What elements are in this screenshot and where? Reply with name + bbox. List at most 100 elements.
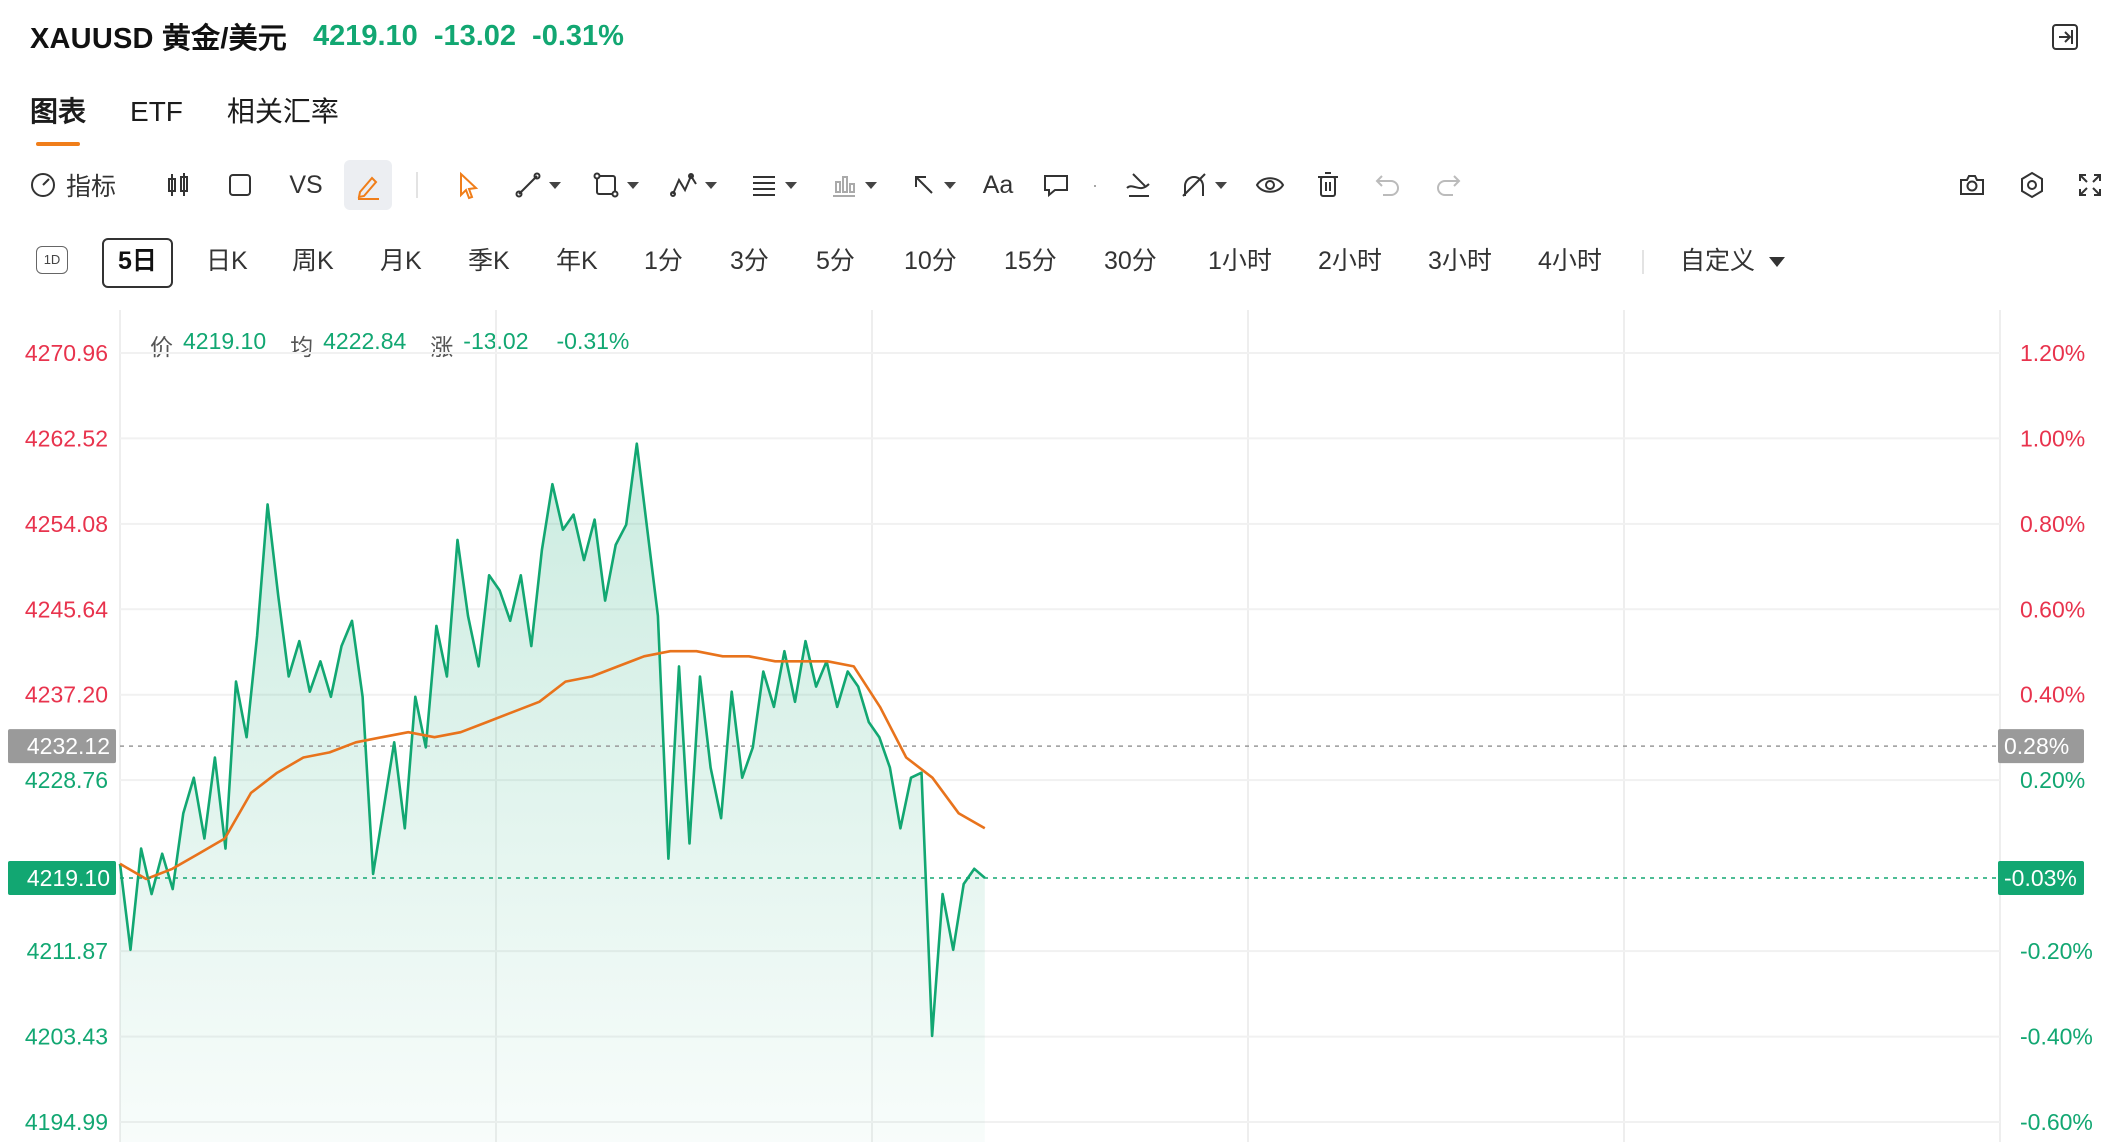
exit-icon — [2052, 24, 2078, 50]
tab-etf[interactable]: ETF — [130, 96, 183, 127]
eye-icon — [1255, 177, 1285, 193]
main-tabs: 图表 ETF 相关汇率 — [30, 92, 383, 146]
y-left-tick-label: 4211.87 — [27, 938, 108, 964]
y-left-tick-label: 4245.64 — [25, 596, 108, 622]
redo-button[interactable] — [1426, 160, 1470, 210]
pencil-icon — [357, 176, 379, 200]
y-left-tick-label: 4270.96 — [25, 340, 108, 366]
drawing-toolbar: 指标 VS Aa · — [26, 160, 2101, 210]
period-week[interactable]: 周K — [292, 247, 334, 275]
vs-label: VS — [289, 170, 323, 199]
price-change: -13.02 — [433, 19, 517, 52]
magnet-tool[interactable] — [1174, 160, 1232, 210]
prev-close-pct-badge-bg — [1998, 729, 2084, 764]
tab-related-fx[interactable]: 相关汇率 — [226, 96, 339, 127]
arrow-tool[interactable] — [904, 160, 962, 210]
average-price-line — [119, 649, 986, 881]
prev-close-badge: 4232.12 — [27, 733, 110, 759]
y-left-tick-label: 4203.43 — [25, 1024, 108, 1050]
range-tool[interactable] — [824, 160, 882, 210]
period-3h[interactable]: 3小时 — [1428, 247, 1492, 275]
legend-avg-value: 4222.84 — [323, 328, 407, 354]
period-2h[interactable]: 2小时 — [1318, 247, 1382, 275]
period-divider — [1642, 250, 1644, 274]
indicator-label: 指标 — [65, 173, 116, 201]
indicator-button[interactable]: 指标 — [26, 160, 118, 210]
text-tool[interactable]: Aa — [976, 160, 1020, 210]
visibility-toggle[interactable] — [1248, 160, 1292, 210]
current-pct-badge-bg — [1998, 860, 2084, 895]
y-left-tick-label: 4237.20 — [25, 682, 108, 708]
period-10m[interactable]: 10分 — [904, 247, 957, 275]
range-tool-icon — [833, 176, 855, 197]
header: XAUUSD 黄金/美元 4219.10 -13.02 -0.31% — [30, 14, 624, 58]
y-right-tick-label: -0.40% — [2020, 1024, 2093, 1050]
period-5d[interactable]: 5日 — [102, 238, 173, 288]
chart-type-button[interactable] — [222, 160, 258, 210]
candlestick-button[interactable] — [160, 160, 196, 210]
comment-tool[interactable] — [1034, 160, 1078, 210]
y-left-tick-label: 4262.52 — [25, 425, 108, 451]
period-1m[interactable]: 1分 — [644, 247, 683, 275]
y-right-tick-label: 1.20% — [2020, 340, 2085, 366]
brush-icon — [1126, 173, 1150, 197]
y-right-tick-label: 0.80% — [2020, 511, 2085, 537]
price-change-pct: -0.31% — [532, 19, 624, 52]
period-1h[interactable]: 1小时 — [1208, 247, 1272, 275]
prev-close-badge-bg — [8, 729, 116, 764]
prev-close-pct-badge: 0.28% — [2004, 733, 2069, 759]
undo-icon — [1375, 175, 1399, 196]
y-right-tick-label: 1.00% — [2020, 425, 2085, 451]
current-price-badge: 4219.10 — [27, 865, 110, 891]
fib-tool[interactable] — [744, 160, 802, 210]
delete-drawings-button[interactable] — [1306, 160, 1350, 210]
exit-panel-button[interactable] — [2048, 20, 2082, 54]
arrow-tool-icon — [915, 176, 933, 194]
period-quarter[interactable]: 季K — [468, 247, 510, 275]
y-right-tick-label: -0.60% — [2020, 1109, 2093, 1135]
draw-toggle-button[interactable] — [344, 160, 392, 210]
magnet-icon — [1182, 173, 1206, 197]
price-area-fill — [120, 443, 985, 1142]
brush-tool[interactable] — [1116, 160, 1160, 210]
price-chart[interactable]: 4270.96 1.20% 4262.52 1.00% 4254.08 0.80% 4245… — [0, 300, 2110, 1142]
fullscreen-icon — [2079, 174, 2101, 196]
text-tool-label: Aa — [982, 170, 1014, 199]
dot-separator: · — [1092, 174, 1098, 195]
legend-change-pct: -0.31% — [556, 328, 630, 354]
intraday-badge[interactable]: 1D — [36, 246, 68, 274]
symbol-title: XAUUSD 黄金/美元 — [30, 23, 287, 55]
y-left-tick-label: 4194.99 — [25, 1109, 108, 1135]
y-right-tick-label: -0.20% — [2020, 938, 2093, 964]
last-price: 4219.10 — [312, 19, 418, 52]
period-15m[interactable]: 15分 — [1004, 247, 1057, 275]
period-5m[interactable]: 5分 — [816, 247, 855, 275]
current-pct-badge: -0.03% — [2004, 865, 2077, 891]
settings-button[interactable] — [2010, 160, 2054, 210]
line-tool[interactable] — [508, 160, 566, 210]
comment-icon — [1044, 175, 1068, 198]
fib-tool-icon — [753, 176, 775, 196]
redo-icon — [1437, 175, 1461, 196]
undo-button[interactable] — [1366, 160, 1410, 210]
shape-tool[interactable] — [586, 160, 644, 210]
chevron-down-icon — [1769, 257, 1786, 268]
screenshot-button[interactable] — [1950, 160, 1994, 210]
period-selector: 1D 5日 日K 周K 月K 季K 年K 1分 3分 5分 10分 15分 30… — [30, 238, 2090, 288]
custom-period-dropdown[interactable]: 自定义 — [1680, 238, 1786, 284]
period-4h[interactable]: 4小时 — [1538, 247, 1602, 275]
fullscreen-button[interactable] — [2068, 160, 2110, 210]
shape-tool-icon — [593, 172, 619, 198]
period-30m[interactable]: 30分 — [1104, 247, 1157, 275]
cursor-tool[interactable] — [450, 160, 486, 210]
y-left-tick-label: 4254.08 — [25, 511, 108, 537]
compare-button[interactable]: VS — [282, 160, 330, 210]
period-month[interactable]: 月K — [380, 247, 422, 275]
tab-chart[interactable]: 图表 — [30, 92, 86, 146]
period-year[interactable]: 年K — [556, 247, 598, 275]
period-day[interactable]: 日K — [206, 247, 248, 275]
period-3m[interactable]: 3分 — [730, 247, 769, 275]
pattern-tool[interactable] — [664, 160, 722, 210]
price-line — [118, 442, 986, 1038]
y-right-tick-label: 0.40% — [2020, 682, 2085, 708]
